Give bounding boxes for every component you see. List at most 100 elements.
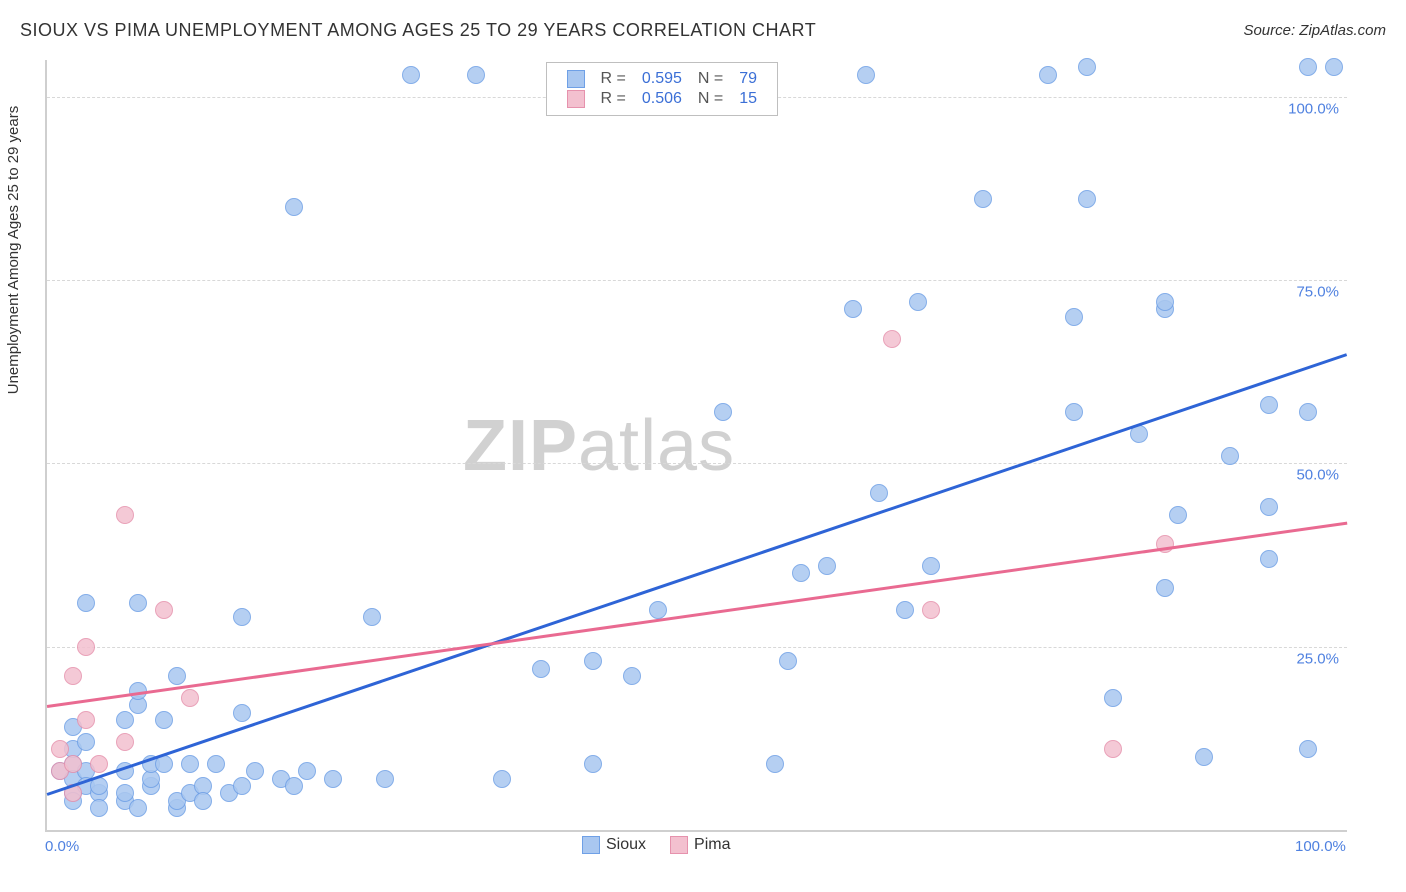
legend-r-label: R =: [593, 69, 634, 89]
data-point: [493, 770, 511, 788]
data-point: [1260, 550, 1278, 568]
data-point: [974, 190, 992, 208]
trend-line: [47, 353, 1348, 795]
data-point: [324, 770, 342, 788]
gridline: [47, 647, 1347, 648]
legend-stats-row: R =0.506N =15: [559, 89, 766, 109]
data-point: [116, 733, 134, 751]
data-point: [90, 799, 108, 817]
data-point: [1156, 293, 1174, 311]
legend-series-item: Sioux: [582, 836, 646, 854]
data-point: [467, 66, 485, 84]
data-point: [870, 484, 888, 502]
x-tick-label: 0.0%: [45, 838, 79, 855]
data-point: [181, 755, 199, 773]
legend-n-label: N =: [690, 89, 731, 109]
data-point: [584, 652, 602, 670]
data-point: [1299, 740, 1317, 758]
data-point: [129, 799, 147, 817]
y-tick-label: 25.0%: [1296, 650, 1339, 667]
data-point: [168, 667, 186, 685]
data-point: [129, 594, 147, 612]
legend-n-value: 15: [731, 89, 765, 109]
data-point: [1260, 396, 1278, 414]
data-point: [766, 755, 784, 773]
data-point: [194, 792, 212, 810]
legend-stats-row: R =0.595N =79: [559, 69, 766, 89]
legend-series-label: Sioux: [606, 836, 646, 854]
data-point: [116, 506, 134, 524]
watermark-bold: ZIP: [463, 406, 578, 486]
data-point: [922, 557, 940, 575]
data-point: [285, 198, 303, 216]
data-point: [64, 755, 82, 773]
data-point: [233, 704, 251, 722]
data-point: [779, 652, 797, 670]
data-point: [584, 755, 602, 773]
data-point: [649, 601, 667, 619]
data-point: [1065, 308, 1083, 326]
data-point: [1325, 58, 1343, 76]
watermark: ZIPatlas: [463, 405, 735, 487]
data-point: [376, 770, 394, 788]
data-point: [1299, 58, 1317, 76]
gridline: [47, 463, 1347, 464]
y-tick-label: 50.0%: [1296, 467, 1339, 484]
legend-n-value: 79: [731, 69, 765, 89]
legend-series-item: Pima: [670, 836, 730, 854]
data-point: [233, 777, 251, 795]
legend-swatch: [582, 836, 600, 854]
data-point: [233, 608, 251, 626]
legend-swatch: [567, 90, 585, 108]
data-point: [155, 601, 173, 619]
data-point: [246, 762, 264, 780]
data-point: [1078, 190, 1096, 208]
data-point: [909, 293, 927, 311]
plot-area: ZIPatlas 25.0% 50.0% 75.0% 100.0%: [45, 60, 1347, 832]
data-point: [1221, 447, 1239, 465]
y-tick-label: 75.0%: [1296, 284, 1339, 301]
x-tick-label: 100.0%: [1295, 838, 1346, 855]
data-point: [714, 403, 732, 421]
data-point: [792, 564, 810, 582]
y-axis-label: Unemployment Among Ages 25 to 29 years: [5, 50, 22, 450]
data-point: [844, 300, 862, 318]
data-point: [64, 667, 82, 685]
data-point: [77, 594, 95, 612]
chart-title: SIOUX VS PIMA UNEMPLOYMENT AMONG AGES 25…: [20, 20, 816, 41]
legend-swatch: [567, 70, 585, 88]
y-tick-label: 100.0%: [1288, 100, 1339, 117]
legend-r-value: 0.595: [634, 69, 690, 89]
data-point: [90, 755, 108, 773]
watermark-rest: atlas: [578, 406, 735, 486]
legend-series-label: Pima: [694, 836, 730, 854]
data-point: [155, 711, 173, 729]
data-point: [1039, 66, 1057, 84]
data-point: [116, 711, 134, 729]
data-point: [77, 733, 95, 751]
data-point: [818, 557, 836, 575]
data-point: [857, 66, 875, 84]
data-point: [1299, 403, 1317, 421]
data-point: [51, 740, 69, 758]
data-point: [207, 755, 225, 773]
data-point: [883, 330, 901, 348]
data-point: [1195, 748, 1213, 766]
data-point: [285, 777, 303, 795]
data-point: [116, 784, 134, 802]
data-point: [77, 711, 95, 729]
data-point: [1065, 403, 1083, 421]
data-point: [623, 667, 641, 685]
source-label: Source: ZipAtlas.com: [1243, 22, 1386, 39]
gridline: [47, 280, 1347, 281]
data-point: [1078, 58, 1096, 76]
data-point: [77, 638, 95, 656]
legend-r-value: 0.506: [634, 89, 690, 109]
data-point: [1260, 498, 1278, 516]
legend-n-label: N =: [690, 69, 731, 89]
data-point: [1104, 740, 1122, 758]
data-point: [1169, 506, 1187, 524]
data-point: [922, 601, 940, 619]
data-point: [1104, 689, 1122, 707]
data-point: [896, 601, 914, 619]
